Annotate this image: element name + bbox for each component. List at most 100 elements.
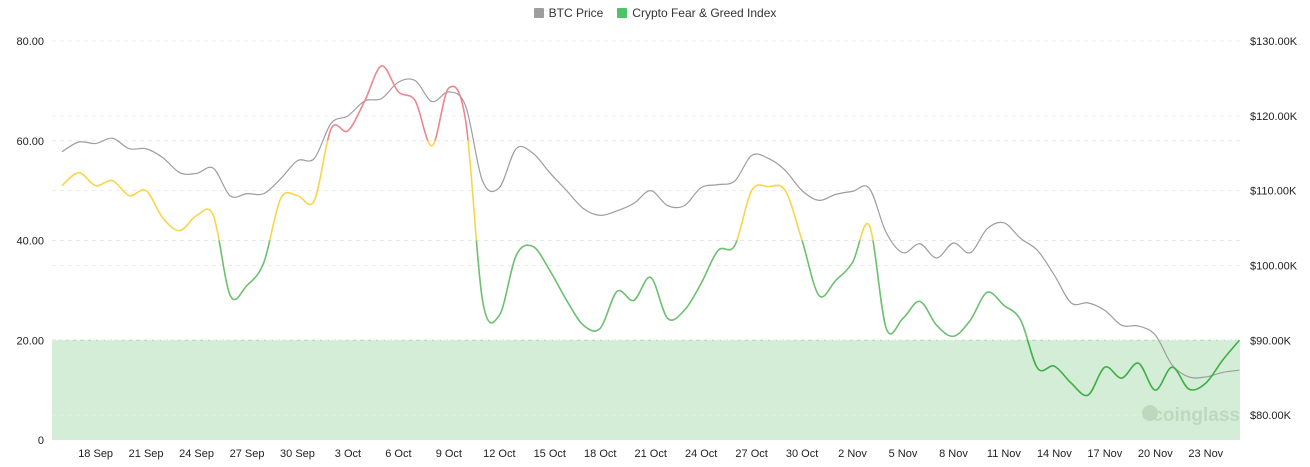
fear-greed-point [548,268,552,272]
x-tick-label: 2 Nov [838,448,867,460]
btc-price-point [951,241,955,245]
legend-item-btc-price[interactable]: BTC Price [533,6,603,20]
btc-price-line [61,78,1240,379]
fear-greed-point [144,189,148,193]
btc-price-point [817,198,821,202]
fear-greed-point [800,239,804,243]
fear-greed-point [262,260,266,264]
fear-greed-point [1019,318,1023,322]
btc-price-point [901,251,905,255]
btc-price-point [380,97,384,101]
btc-price-point [968,251,972,255]
coinglass-logo-icon [1142,405,1158,421]
fear-greed-point [834,278,838,282]
legend-swatch-btc [533,8,544,18]
btc-price-point [598,213,602,217]
fear-greed-point [901,316,905,320]
fear-greed-point [211,214,215,218]
btc-price-point [1237,368,1241,372]
legend: BTC Price Crypto Fear & Greed Index [0,6,1310,20]
x-tick-label: 18 Sep [78,448,113,460]
fear-greed-point [178,229,182,233]
y-right-tick-label: $80.00K [1250,410,1292,422]
btc-price-point [1052,273,1056,277]
fear-greed-point [935,323,939,327]
fear-greed-point [1153,388,1157,392]
btc-price-point [666,204,670,208]
x-tick-label: 24 Sep [179,448,214,460]
btc-price-point [716,183,720,187]
fear-greed-point [380,64,384,68]
fear-greed-point [851,260,855,264]
btc-price-point [396,80,400,84]
x-tick-label: 21 Oct [634,448,666,460]
btc-price-point [935,256,939,260]
x-tick-label: 6 Oct [385,448,411,460]
btc-price-point [464,104,468,108]
x-tick-label: 5 Nov [889,448,918,460]
btc-price-point [1086,301,1090,305]
x-tick-label: 11 Nov [987,448,1022,460]
legend-label-fgi: Crypto Fear & Greed Index [632,6,777,20]
y-left-tick-label: 40.00 [16,236,44,248]
fear-greed-point [1086,393,1090,397]
btc-price-point [531,151,535,155]
fear-greed-point [951,334,955,338]
btc-price-point [548,171,552,175]
btc-price-point [1187,375,1191,379]
btc-price-point [94,141,98,145]
fear-greed-point [985,290,989,294]
y-left-tick-label: 0 [38,435,44,447]
btc-price-point [329,121,333,125]
fear-greed-point [514,253,518,257]
btc-price-point [1204,375,1208,379]
fear-greed-point [346,129,350,133]
legend-swatch-fgi [617,8,628,18]
btc-price-point [1153,333,1157,337]
btc-price-point [430,100,434,104]
fear-greed-point [497,313,501,317]
btc-price-point [178,171,182,175]
x-tick-label: 23 Nov [1188,448,1223,460]
btc-price-point [245,192,249,196]
btc-price-point [413,79,417,83]
btc-price-point [514,147,518,151]
btc-price-point [851,189,855,193]
fear-greed-point [312,199,316,203]
fear-greed-point [649,275,653,279]
x-tick-label: 9 Oct [436,448,462,460]
btc-price-point [800,189,804,193]
btc-price-point [699,186,703,190]
btc-price-point [144,147,148,151]
x-tick-label: 20 Nov [1138,448,1173,460]
fear-greed-point [699,281,703,285]
x-tick-label: 8 Nov [939,448,968,460]
x-tick-label: 3 Oct [335,448,361,460]
y-left-tick-label: 60.00 [16,136,44,148]
btc-price-point [279,177,283,181]
fear-greed-point [329,127,333,131]
fear-greed-point [598,326,602,330]
btc-price-point [262,192,266,196]
fear-greed-point [531,244,535,248]
btc-price-point [649,189,653,193]
fear-greed-point [817,293,821,297]
extreme-fear-band [52,340,1240,440]
fear-greed-point [918,299,922,303]
x-tick-label: 15 Oct [534,448,566,460]
fear-greed-point [1120,376,1124,380]
btc-price-point [110,136,114,140]
fear-greed-point [1002,303,1006,307]
fear-greed-point [884,326,888,330]
y-right-tick-label: $100.00K [1250,260,1298,272]
fear-greed-point [363,99,367,103]
fear-greed-point [1069,381,1073,385]
btc-price-point [295,159,299,163]
btc-price-point [127,147,131,151]
x-tick-label: 30 Oct [786,448,818,460]
fear-greed-point [481,298,485,302]
fear-greed-point [615,289,619,293]
fear-greed-point [1237,338,1241,342]
fear-greed-point [632,298,636,302]
legend-item-fear-greed[interactable]: Crypto Fear & Greed Index [617,6,776,20]
